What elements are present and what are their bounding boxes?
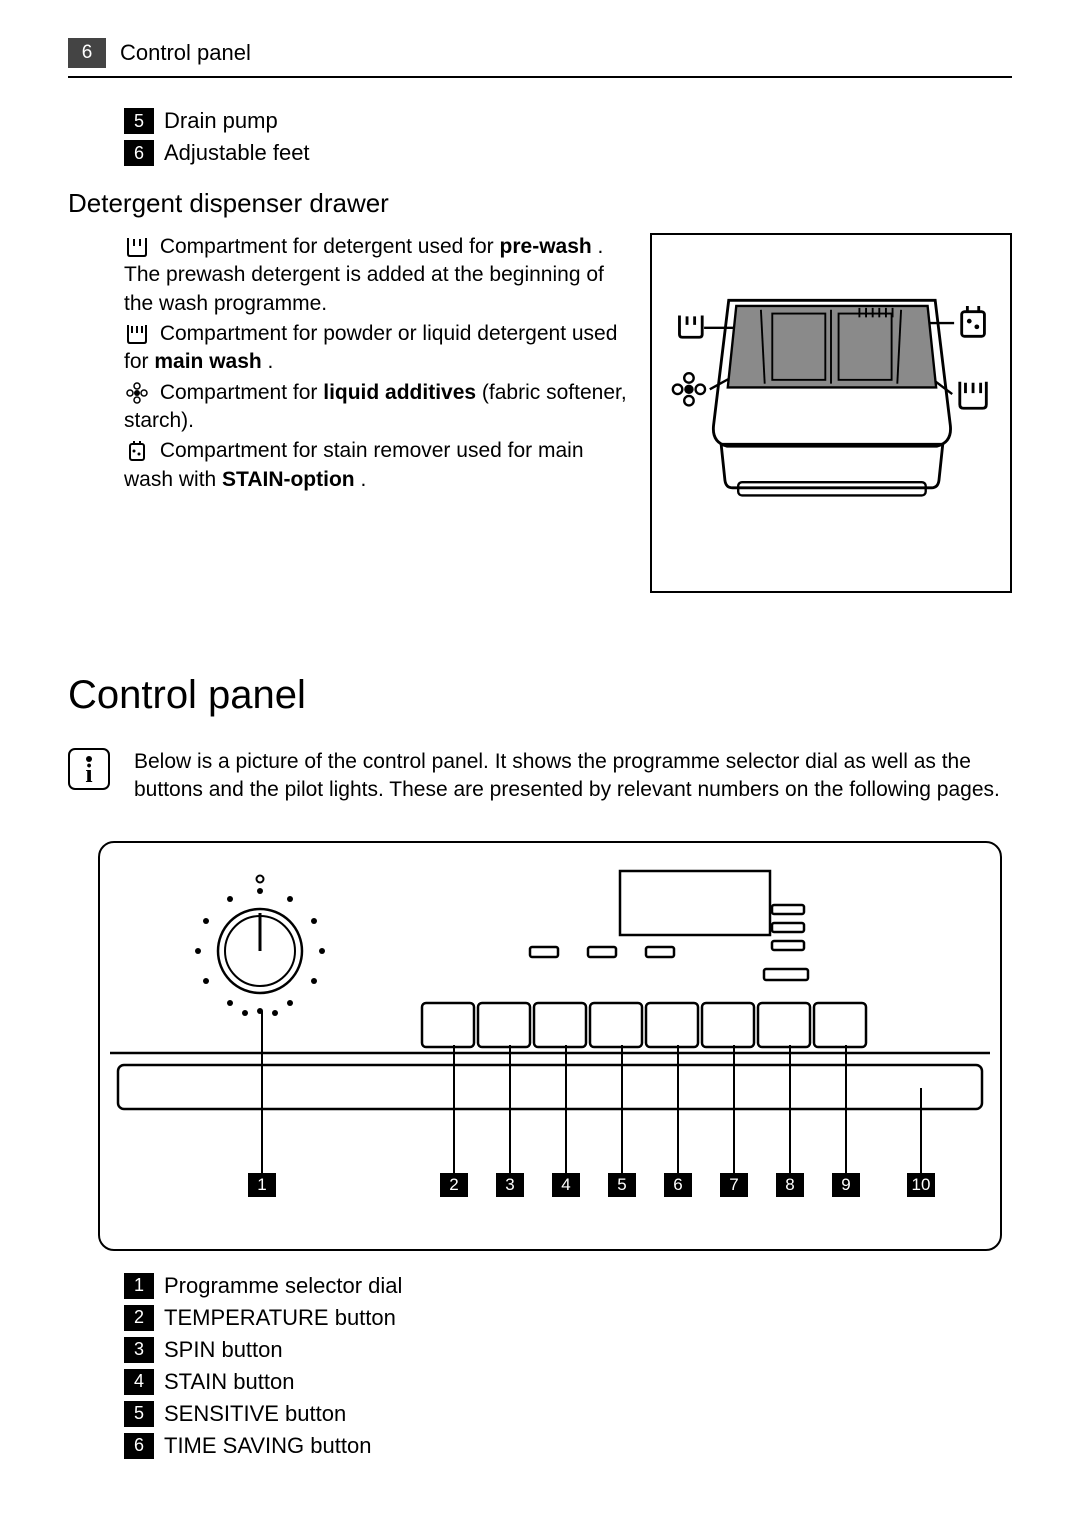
- legend-number: 1: [124, 1273, 154, 1299]
- callout-line: [565, 1045, 567, 1173]
- page-number-box: 6: [68, 38, 106, 68]
- item-number: 6: [124, 140, 154, 166]
- legend-number: 3: [124, 1337, 154, 1363]
- callout-number: 4: [552, 1173, 580, 1197]
- prewash-icon: [124, 236, 150, 258]
- item-label: Drain pump: [164, 108, 278, 134]
- header-title: Control panel: [120, 40, 251, 66]
- item-label: Adjustable feet: [164, 140, 310, 166]
- legend-label: Programme selector dial: [164, 1273, 402, 1299]
- legend-number: 6: [124, 1433, 154, 1459]
- legend-number: 5: [124, 1401, 154, 1427]
- legend-label: SPIN button: [164, 1337, 283, 1363]
- mainwash-icon: [124, 323, 150, 345]
- list-item: 6 Adjustable feet: [124, 140, 1012, 166]
- dispenser-two-column: Compartment for detergent used for pre-w…: [68, 233, 1012, 593]
- callout-number: 1: [248, 1173, 276, 1197]
- legend-label: TIME SAVING button: [164, 1433, 371, 1459]
- bold-text: pre-wash: [500, 235, 592, 258]
- text: .: [355, 468, 367, 491]
- callout-line: [509, 1045, 511, 1173]
- callout-line: [677, 1045, 679, 1173]
- callout-number: 10: [907, 1173, 935, 1197]
- control-panel-diagram: 1 2 3 4 5 6 7 8 9 10: [98, 841, 1002, 1251]
- compartment-stain: Compartment for stain remover used for m…: [124, 437, 632, 494]
- legend-item: 6 TIME SAVING button: [124, 1433, 1012, 1459]
- info-row: i Below is a picture of the control pane…: [68, 748, 1012, 805]
- bold-text: main wash: [154, 350, 261, 373]
- dispenser-text-column: Compartment for detergent used for pre-w…: [124, 233, 632, 593]
- dispenser-section-title: Detergent dispenser drawer: [68, 188, 1012, 219]
- legend-item: 3 SPIN button: [124, 1337, 1012, 1363]
- callout-line: [453, 1045, 455, 1173]
- stain-icon: [124, 441, 150, 463]
- callout-line: [789, 1045, 791, 1173]
- legend-label: SENSITIVE button: [164, 1401, 346, 1427]
- legend-item: 5 SENSITIVE button: [124, 1401, 1012, 1427]
- callout-line: [845, 1045, 847, 1173]
- legend-label: STAIN button: [164, 1369, 294, 1395]
- flower-icon: [124, 382, 150, 404]
- compartment-additives: Compartment for liquid additives (fabric…: [124, 379, 632, 436]
- callout-number: 9: [832, 1173, 860, 1197]
- callout-line: [261, 1011, 263, 1173]
- page-header: 6 Control panel: [68, 38, 1012, 78]
- callout-number: 6: [664, 1173, 692, 1197]
- legend-item: 4 STAIN button: [124, 1369, 1012, 1395]
- callout-line: [920, 1088, 922, 1173]
- dispenser-drawer-diagram: [650, 233, 1012, 593]
- callout-number: 7: [720, 1173, 748, 1197]
- bold-text: STAIN-option: [222, 468, 355, 491]
- drawer-svg: [670, 248, 992, 578]
- bold-text: liquid additives: [323, 381, 476, 404]
- text: .: [262, 350, 274, 373]
- callout-number: 5: [608, 1173, 636, 1197]
- item-number: 5: [124, 108, 154, 134]
- legend-item: 2 TEMPERATURE button: [124, 1305, 1012, 1331]
- compartment-prewash: Compartment for detergent used for pre-w…: [124, 233, 632, 318]
- page-number: 6: [82, 42, 93, 64]
- legend-number: 4: [124, 1369, 154, 1395]
- legend-item: 1 Programme selector dial: [124, 1273, 1012, 1299]
- info-text: Below is a picture of the control panel.…: [134, 748, 1012, 805]
- text: Compartment for detergent used for: [154, 235, 500, 258]
- top-numbered-list: 5 Drain pump 6 Adjustable feet: [68, 108, 1012, 166]
- callout-number: 8: [776, 1173, 804, 1197]
- callout-number: 3: [496, 1173, 524, 1197]
- callout-line: [621, 1045, 623, 1173]
- list-item: 5 Drain pump: [124, 108, 1012, 134]
- legend-number: 2: [124, 1305, 154, 1331]
- text: Compartment for: [154, 381, 323, 404]
- control-panel-svg: [100, 843, 1000, 1123]
- control-panel-title: Control panel: [68, 673, 1012, 718]
- callout-number: 2: [440, 1173, 468, 1197]
- info-icon: i: [68, 748, 110, 790]
- callout-line: [733, 1045, 735, 1173]
- compartment-mainwash: Compartment for powder or liquid deterge…: [124, 320, 632, 377]
- legend-label: TEMPERATURE button: [164, 1305, 396, 1331]
- control-panel-legend: 1 Programme selector dial 2 TEMPERATURE …: [124, 1273, 1012, 1459]
